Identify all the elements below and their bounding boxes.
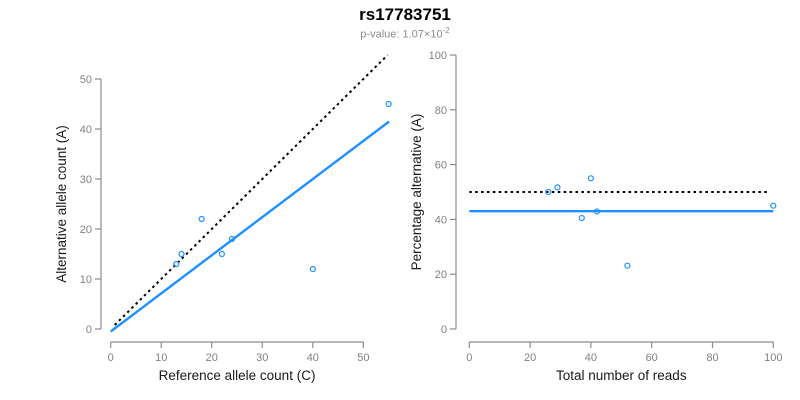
y-tick-label: 20	[80, 224, 92, 236]
y-tick-label: 0	[441, 324, 447, 336]
pvalue-text: p-value: 1.07×10	[360, 28, 443, 41]
data-point	[198, 215, 205, 223]
y-tick-label: 0	[86, 324, 92, 336]
data-point	[178, 250, 185, 258]
x-tick-label: 20	[206, 352, 218, 364]
y-tick-label: 60	[435, 160, 447, 172]
data-point	[173, 260, 180, 268]
pvalue-subtitle: p-value: 1.07×10-2	[0, 26, 800, 41]
x-tick-label: 100	[764, 352, 782, 364]
data-point	[578, 214, 585, 222]
data-point	[545, 188, 552, 196]
y-tick-label: 20	[435, 269, 447, 281]
x-tick-label: 0	[466, 352, 472, 364]
y-tick-label: 50	[80, 74, 92, 86]
y-tick-label: 100	[429, 50, 447, 62]
data-point	[385, 100, 392, 108]
fitted-proportion-line	[109, 120, 390, 333]
data-point	[309, 265, 316, 273]
x-tick-label: 40	[585, 352, 597, 364]
x-tick-label: 40	[307, 352, 319, 364]
x-tick-label: 50	[357, 352, 369, 364]
expected-identity-line	[114, 54, 389, 326]
pvalue-exponent: -2	[442, 26, 450, 35]
x-tick-label: 0	[108, 352, 114, 364]
data-point	[593, 208, 601, 215]
data-point	[624, 262, 631, 269]
y-tick-label: 40	[80, 124, 92, 136]
y-tick-label: 80	[435, 105, 447, 117]
data-point	[554, 184, 561, 191]
y-axis-title: Percentage alternative (A)	[409, 114, 424, 271]
x-tick-label: 10	[155, 352, 167, 364]
data-point	[228, 235, 236, 243]
snp-title: rs17783751	[359, 5, 451, 24]
x-axis-title: Reference allele count (C)	[159, 368, 316, 383]
y-tick-label: 10	[80, 274, 92, 286]
y-tick-label: 30	[80, 174, 92, 186]
y-axis-title: Alternative allele count (A)	[54, 125, 69, 283]
x-tick-label: 80	[706, 352, 718, 364]
x-tick-label: 30	[256, 352, 268, 364]
data-point	[587, 175, 595, 182]
x-axis-title: Total number of reads	[556, 368, 687, 383]
x-tick-label: 60	[646, 352, 658, 364]
y-tick-label: 40	[435, 214, 447, 226]
data-point	[218, 250, 225, 258]
data-point	[770, 202, 777, 209]
x-tick-label: 20	[524, 352, 536, 364]
figure-header: rs17783751 p-value: 1.07×10-2	[0, 0, 800, 41]
